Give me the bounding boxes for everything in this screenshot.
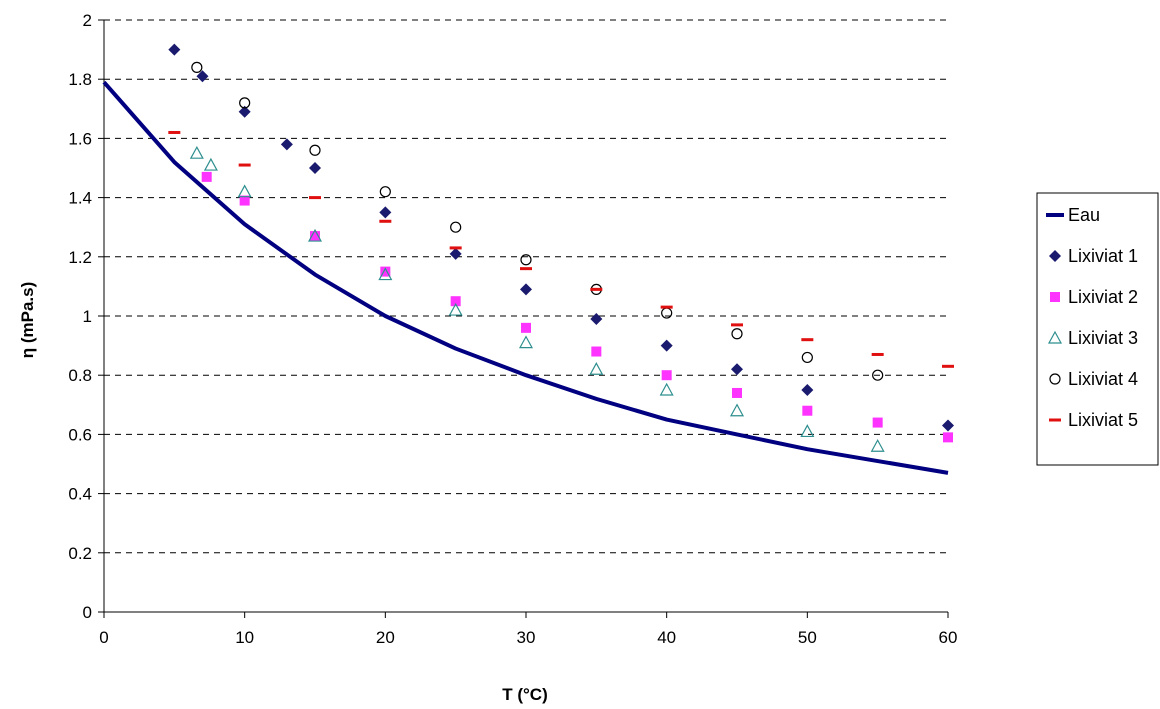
data-point <box>378 267 393 281</box>
series-layer <box>102 43 954 475</box>
data-point <box>380 266 391 277</box>
x-tick-label: 30 <box>517 628 536 647</box>
data-point <box>731 363 743 376</box>
y-tick-label: 0.6 <box>68 425 92 444</box>
data-point <box>237 184 252 198</box>
legend-entry: Lixiviat 4 <box>1049 369 1138 389</box>
data-point <box>660 339 673 352</box>
y-tick-label: 0 <box>83 603 92 622</box>
series-lixiviat-2 <box>201 171 953 443</box>
legend-swatch-marker <box>1049 373 1061 385</box>
legend-label: Lixiviat 3 <box>1068 328 1138 348</box>
legend-entry: Lixiviat 3 <box>1047 328 1138 348</box>
data-point <box>520 283 532 296</box>
x-tick-label: 40 <box>657 628 676 647</box>
data-point <box>731 328 743 340</box>
legend-label: Lixiviat 5 <box>1068 410 1138 430</box>
legend-swatch-marker <box>1050 292 1060 302</box>
y-axis-title: η (mPa.s) <box>18 282 37 359</box>
data-point <box>168 43 181 56</box>
data-point <box>307 228 323 242</box>
data-point <box>518 335 534 349</box>
data-point <box>870 438 885 452</box>
data-point <box>589 362 604 375</box>
y-tick-label: 0.4 <box>68 485 92 504</box>
data-point <box>591 346 602 357</box>
data-point <box>661 307 673 319</box>
data-point <box>280 138 293 151</box>
y-tick-label: 1.4 <box>68 189 92 208</box>
x-tick-label: 60 <box>939 628 958 647</box>
x-tick-labels: 0 10 20 30 40 50 60 <box>99 628 957 647</box>
data-point <box>802 405 813 416</box>
data-point <box>729 403 745 417</box>
data-point <box>379 206 392 219</box>
data-point <box>872 417 883 428</box>
legend-label: Eau <box>1068 205 1100 225</box>
data-point <box>189 145 204 159</box>
x-axis-title: T (°C) <box>502 685 548 704</box>
legend-entry: Lixiviat 5 <box>1049 410 1138 430</box>
legend-swatch-marker <box>1049 250 1061 262</box>
y-tick-label: 2 <box>83 11 92 30</box>
data-point <box>238 105 251 118</box>
x-tick-label: 50 <box>798 628 817 647</box>
data-point <box>801 384 814 396</box>
data-point <box>239 195 250 206</box>
series-lixiviat-3 <box>189 145 885 452</box>
data-point <box>201 171 212 182</box>
data-point <box>659 382 674 396</box>
y-tick-label: 1.8 <box>68 70 92 89</box>
data-point <box>379 186 391 198</box>
x-tick-label: 10 <box>235 628 254 647</box>
data-point <box>590 312 603 325</box>
y-tick-labels: 0 0.2 0.4 0.6 0.8 1 1.2 1.4 1.6 1.8 2 <box>68 11 92 622</box>
data-point <box>520 254 532 266</box>
x-tick-label: 20 <box>376 628 395 647</box>
data-point <box>872 369 884 381</box>
data-point <box>800 424 815 438</box>
y-tick-label: 1.2 <box>68 248 92 267</box>
y-tick-label: 1 <box>83 307 92 326</box>
data-point <box>203 157 218 171</box>
data-point <box>450 221 462 233</box>
legend: Eau Lixiviat 1 Lixiviat 2 Lixiviat 3 Lixivia… <box>1036 192 1159 466</box>
data-point <box>732 387 742 398</box>
data-point <box>309 144 321 156</box>
legend-entry: Eau <box>1046 205 1100 225</box>
data-point <box>449 247 462 260</box>
data-point <box>191 61 203 73</box>
series-lixiviat-1 <box>168 43 954 432</box>
legend-entry: Lixiviat 1 <box>1049 246 1138 266</box>
axes <box>98 19 949 618</box>
x-tick-label: 0 <box>99 628 108 647</box>
legend-label: Lixiviat 2 <box>1068 287 1138 307</box>
data-point <box>801 351 813 364</box>
data-point <box>196 70 209 83</box>
data-point <box>309 162 321 174</box>
data-point <box>450 296 461 307</box>
legend-label: Lixiviat 1 <box>1068 246 1138 266</box>
data-point <box>239 97 251 109</box>
y-tick-label: 0.2 <box>68 544 92 563</box>
legend-label: Lixiviat 4 <box>1068 369 1138 389</box>
legend-entry: Lixiviat 2 <box>1050 287 1138 307</box>
data-point <box>448 302 463 316</box>
y-tick-label: 1.6 <box>68 129 92 148</box>
data-point <box>943 432 953 443</box>
series-eau <box>102 80 949 475</box>
series-line <box>102 80 949 475</box>
series-lixiviat-4 <box>191 61 884 381</box>
data-point <box>310 231 320 242</box>
legend-swatch-marker <box>1047 330 1063 344</box>
data-point <box>942 419 954 432</box>
data-point <box>521 322 531 333</box>
data-point <box>661 370 672 381</box>
series-lixiviat-5 <box>168 130 954 368</box>
y-tick-label: 0.8 <box>68 366 92 385</box>
